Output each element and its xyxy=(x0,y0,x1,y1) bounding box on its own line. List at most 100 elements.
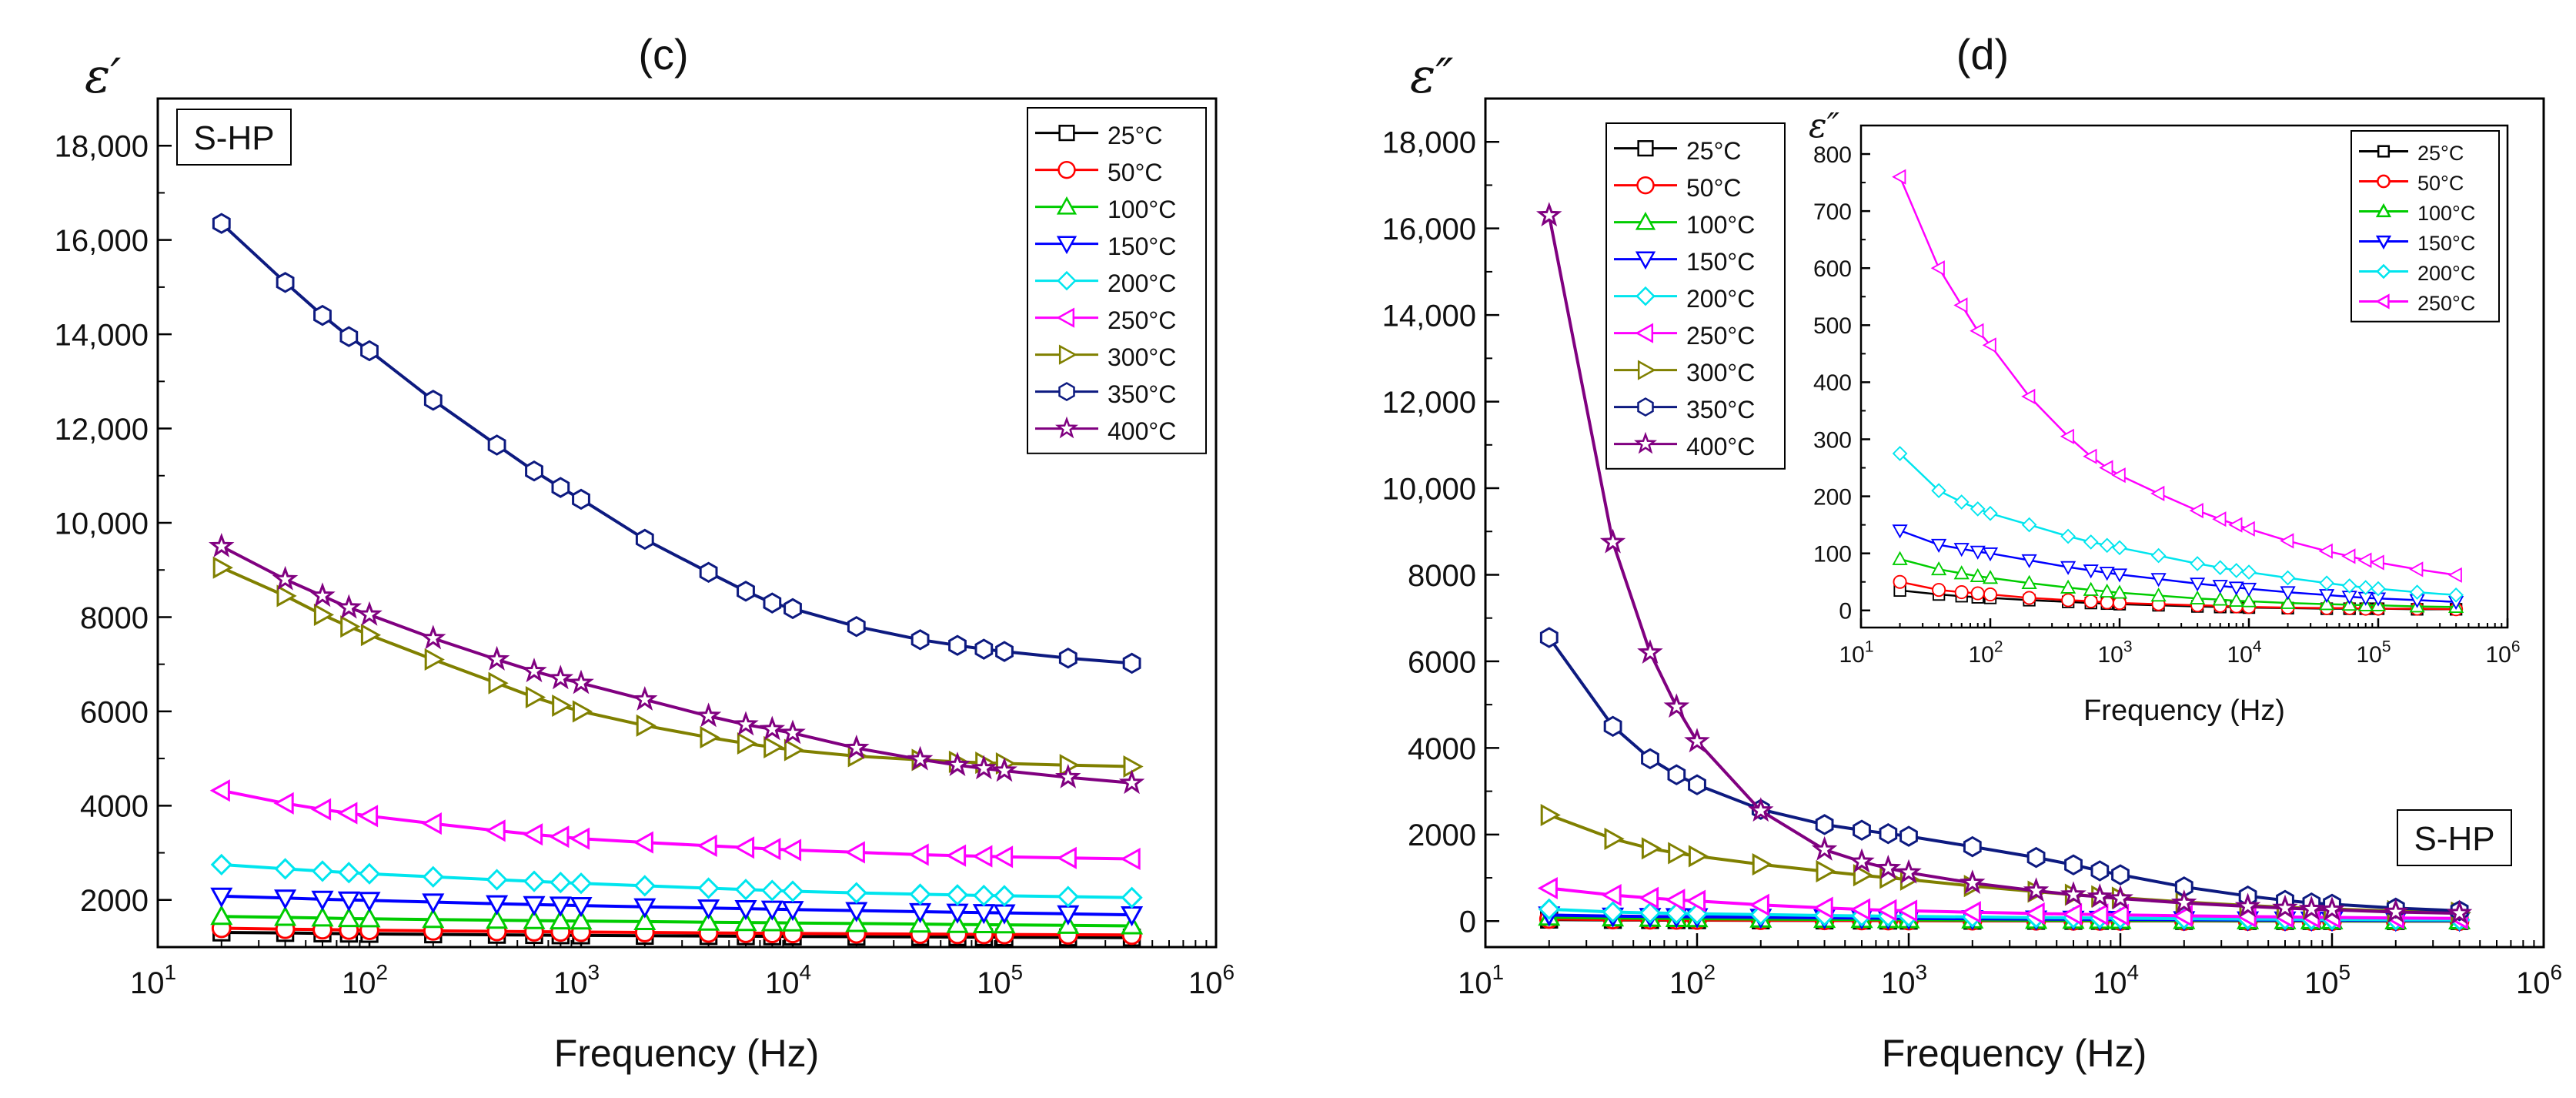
panel-d-point-400C xyxy=(1663,693,1690,718)
panel-c-series-200C xyxy=(210,853,1143,909)
panel-d-legend-entry-250C: 250°C xyxy=(1614,322,1755,350)
panel-d-point-400C xyxy=(2060,881,2087,906)
panel-d-xtick-label: 103 xyxy=(1881,960,1927,1000)
inset-ytick-label: 300 xyxy=(1813,427,1852,453)
panel-c-point-400C xyxy=(272,565,299,591)
inset-axes-ticks: 101 102 103 104 105 1060100200300400500600700… xyxy=(1813,142,2521,668)
panel-c-legend-entry-250C: 250°C xyxy=(1035,306,1176,334)
inset-point-150C xyxy=(2240,582,2257,598)
inset-point-150C xyxy=(2190,577,2206,592)
panel-c-point-400C xyxy=(780,719,806,745)
panel-c-xtick-mantissa: 10 xyxy=(553,966,588,1000)
inset-point-50C xyxy=(2083,594,2098,608)
inset-point-100C xyxy=(1892,551,1908,565)
panel-d-xtick-label: 104 xyxy=(2093,960,2139,1000)
panel-c-point-300C xyxy=(525,685,546,709)
panel-c-point-150C xyxy=(760,900,783,921)
panel-c-point-200C xyxy=(422,865,444,888)
panel-c-legend-marker xyxy=(1056,236,1078,255)
panel-d-ytick-label: 8000 xyxy=(1408,559,1476,593)
panel-c-point-250C xyxy=(1056,846,1077,869)
panel-c-point-300C xyxy=(737,731,758,755)
panel-c-legend-label: 400°C xyxy=(1108,417,1176,445)
panel-c-annotation-text: S-HP xyxy=(193,119,274,157)
panel-c-point-400C xyxy=(209,533,235,557)
panel-c-legend-label: 200°C xyxy=(1108,269,1176,297)
panel-c-point-200C xyxy=(523,870,546,892)
panel-d-point-400C xyxy=(1896,859,1922,884)
inset-legend-marker xyxy=(2375,293,2390,310)
panel-c-series-300C xyxy=(212,556,1144,778)
panel-c-point-350C xyxy=(339,326,359,347)
panel-c-point-400C xyxy=(695,702,722,728)
inset-point-200C xyxy=(2190,556,2205,571)
panel-d-legend-label: 50°C xyxy=(1686,174,1742,202)
panel-c-point-100C xyxy=(210,905,233,926)
inset-point-150C xyxy=(1982,547,1999,562)
panel-d-point-400C xyxy=(2107,885,2133,910)
inset-point-150C xyxy=(1953,543,1970,557)
panel-c-point-100C xyxy=(311,906,334,927)
panel-d-legend-label: 25°C xyxy=(1686,137,1742,165)
panel-d-legend-label: 250°C xyxy=(1686,322,1755,350)
inset-point-250C xyxy=(1982,337,1996,353)
panel-d-legend-entry-100C: 100°C xyxy=(1614,211,1755,239)
panel-c-point-100C xyxy=(274,906,297,926)
panel-d-point-400C xyxy=(2446,899,2473,925)
panel-d-point-300C xyxy=(1540,803,1561,827)
panel-c-point-300C xyxy=(572,700,593,723)
panel-c-series-line-50C xyxy=(221,926,1132,937)
panel-d-ytick-label: 12,000 xyxy=(1382,386,1476,420)
panel-c-point-100C xyxy=(523,909,546,929)
inset-legend-marker xyxy=(2375,235,2392,250)
inset-xtick-exponent: 5 xyxy=(2382,638,2391,656)
panel-d-point-250C xyxy=(1638,886,1659,909)
panel-d-point-350C xyxy=(1963,835,1982,858)
panel-c-point-250C xyxy=(908,843,929,866)
inset-point-250C xyxy=(2240,521,2255,537)
panel-c-point-250C xyxy=(357,805,379,828)
panel-d-point-250C xyxy=(2024,902,2045,925)
panel-d-point-350C xyxy=(1815,814,1834,835)
panel-d-series-line-400C xyxy=(1547,215,2460,916)
panel-c-point-300C xyxy=(276,584,297,608)
panel-c-legend-marker xyxy=(1058,125,1075,142)
panel-d-ytick-label: 10,000 xyxy=(1382,472,1476,506)
panel-c-point-300C xyxy=(783,738,805,762)
panel-c-legend-entry-200C: 200°C xyxy=(1035,269,1176,297)
panel-c-point-300C xyxy=(636,714,657,737)
panel-c-point-350C xyxy=(847,615,866,638)
panel-c-x-axis-label: Frequency (Hz) xyxy=(554,1032,820,1075)
inset-point-100C xyxy=(2021,574,2037,589)
inset-point-50C xyxy=(1983,587,1998,602)
panel-c-ytick-label: 12,000 xyxy=(55,413,149,447)
panel-d-point-400C xyxy=(2023,877,2050,902)
panel-d-point-250C xyxy=(1749,893,1769,916)
panel-d-point-400C xyxy=(1748,797,1774,822)
inset-ytick-label: 100 xyxy=(1813,541,1852,567)
panel-c-point-150C xyxy=(633,898,657,919)
panel-c-legend-marker xyxy=(1056,196,1078,215)
panel-c-point-350C xyxy=(551,477,570,498)
panel-c-legend-entry-350C: 350°C xyxy=(1035,380,1176,408)
inset-point-250C xyxy=(2341,548,2356,564)
inset-legend-marker xyxy=(2375,203,2392,218)
panel-c-series-400C xyxy=(209,533,1145,795)
panel-c-xtick-mantissa: 10 xyxy=(765,966,800,1000)
inset-point-100C xyxy=(1931,561,1947,576)
panel-c-ytick-label: 10,000 xyxy=(55,507,149,541)
panel-c-point-250C xyxy=(549,825,570,849)
panel-d-ytick-label: 2000 xyxy=(1408,818,1476,852)
inset-point-250C xyxy=(2447,567,2462,583)
inset-point-250C xyxy=(2228,517,2243,533)
inset-point-200C xyxy=(2099,537,2115,554)
panel-c-point-400C xyxy=(420,624,446,650)
panel-c-legend-marker xyxy=(1055,416,1078,439)
panel-d-point-350C xyxy=(1853,819,1871,841)
inset-xtick-mantissa: 10 xyxy=(2227,642,2252,668)
panel-d-annotation-text: S-HP xyxy=(2414,820,2494,858)
inset-series-line-100C xyxy=(1899,557,2457,608)
panel-d-legend: 25°C 50°C 100°C 150°C 200°C 250°C 300°C 350°C 40… xyxy=(1605,122,1786,470)
panel-d-axes-ticks: 101 102 103 104 105 1060200040006000800010,00… xyxy=(1382,126,2562,1000)
inset-point-150C xyxy=(2212,580,2228,594)
